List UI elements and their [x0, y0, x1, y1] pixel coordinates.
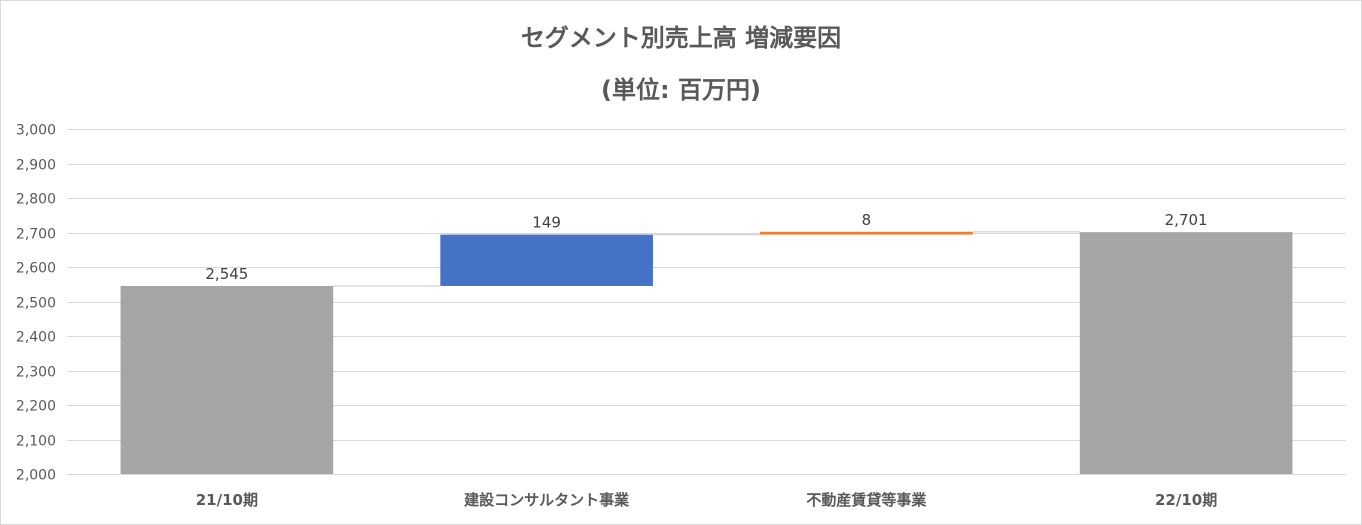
bar-1 [120, 285, 334, 474]
y-tick-label: 2,600 [16, 261, 56, 277]
x-tick-label: 不動産賃貸等事業 [806, 491, 927, 509]
chart-title: セグメント別売上高 増減要因 [520, 24, 842, 52]
y-tick-label: 2,500 [16, 296, 56, 312]
bar-3 [760, 231, 973, 235]
y-tick-label: 3,000 [16, 123, 56, 139]
data-label: 8 [862, 211, 872, 229]
y-tick-label: 2,700 [16, 227, 56, 243]
y-tick-label: 2,000 [16, 468, 56, 484]
chart-subtitle: (単位: 百万円) [601, 76, 761, 104]
y-tick-label: 2,300 [16, 365, 56, 381]
y-tick-label: 2,900 [16, 158, 56, 174]
data-label: 149 [532, 214, 561, 232]
x-tick-label: 建設コンサルタント事業 [464, 491, 630, 509]
data-label: 2,545 [205, 265, 248, 283]
y-tick-label: 2,100 [16, 434, 56, 450]
y-tick-label: 2,400 [16, 330, 56, 346]
x-tick-label: 22/10期 [1155, 491, 1217, 509]
bar-4 [1079, 232, 1293, 474]
bar-2 [440, 234, 653, 286]
y-tick-label: 2,200 [16, 399, 56, 415]
x-tick-label: 21/10期 [196, 491, 258, 509]
data-label: 2,701 [1165, 211, 1208, 229]
y-tick-label: 2,800 [16, 192, 56, 208]
